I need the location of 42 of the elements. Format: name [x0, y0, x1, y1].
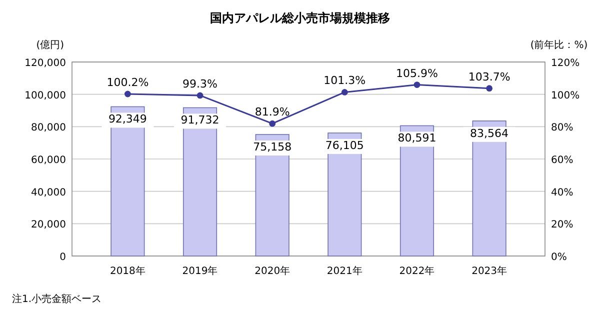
y-tick-label: 100,000 — [24, 90, 66, 102]
data-label: 101.3% — [324, 74, 366, 88]
y-tick-label: 120,000 — [24, 58, 66, 69]
y2-axis-title: (前年比：%) — [530, 39, 588, 51]
text: 注1.小売金額ベース — [12, 293, 102, 305]
y2-tick-label: 60% — [551, 155, 574, 166]
chart-title: 国内アパレル総小売市場規模推移 — [210, 11, 390, 25]
data-label: 80,591 — [398, 132, 436, 145]
y-tick-label: 60,000 — [31, 155, 66, 166]
x-tick-label: 2020年 — [254, 265, 290, 277]
y2-tick-label: 80% — [551, 122, 574, 134]
x-tick-label: 2022年 — [399, 265, 435, 277]
x-tick-label: 2019年 — [182, 265, 218, 277]
y-tick-label: 80,000 — [31, 122, 66, 134]
data-label: 105.9% — [396, 66, 438, 80]
data-label: 76,105 — [325, 138, 364, 152]
x-tick-label: 2018年 — [110, 265, 146, 277]
y-tick-label: 40,000 — [31, 187, 66, 198]
point — [341, 89, 348, 96]
data-label: 81.9% — [254, 106, 290, 119]
y2-tick-label: 0% — [551, 252, 567, 263]
y-axis-title: (億円) — [36, 39, 64, 51]
y-tick-label: 20,000 — [31, 220, 66, 231]
y2-tick-label: 100% — [551, 90, 580, 102]
point — [124, 90, 131, 98]
data-label: 92,349 — [108, 112, 147, 126]
point — [486, 85, 493, 92]
data-label: 103.7% — [468, 70, 510, 84]
data-label: 100.2% — [106, 76, 149, 90]
y2-tick-label: 20% — [551, 220, 574, 231]
data-label: 75,158 — [253, 140, 292, 154]
y2-tick-label: 120% — [551, 58, 580, 69]
data-label: 99.3% — [182, 77, 218, 90]
data-label: 91,732 — [180, 114, 220, 127]
y2-tick-label: 40% — [551, 187, 574, 198]
point — [414, 82, 420, 88]
y-tick-label: 0 — [60, 252, 66, 263]
point — [269, 120, 276, 127]
point — [196, 92, 204, 99]
data-label: 83,564 — [470, 126, 509, 140]
x-tick-label: 2023年 — [472, 265, 508, 277]
x-tick-label: 2021年 — [326, 265, 362, 277]
